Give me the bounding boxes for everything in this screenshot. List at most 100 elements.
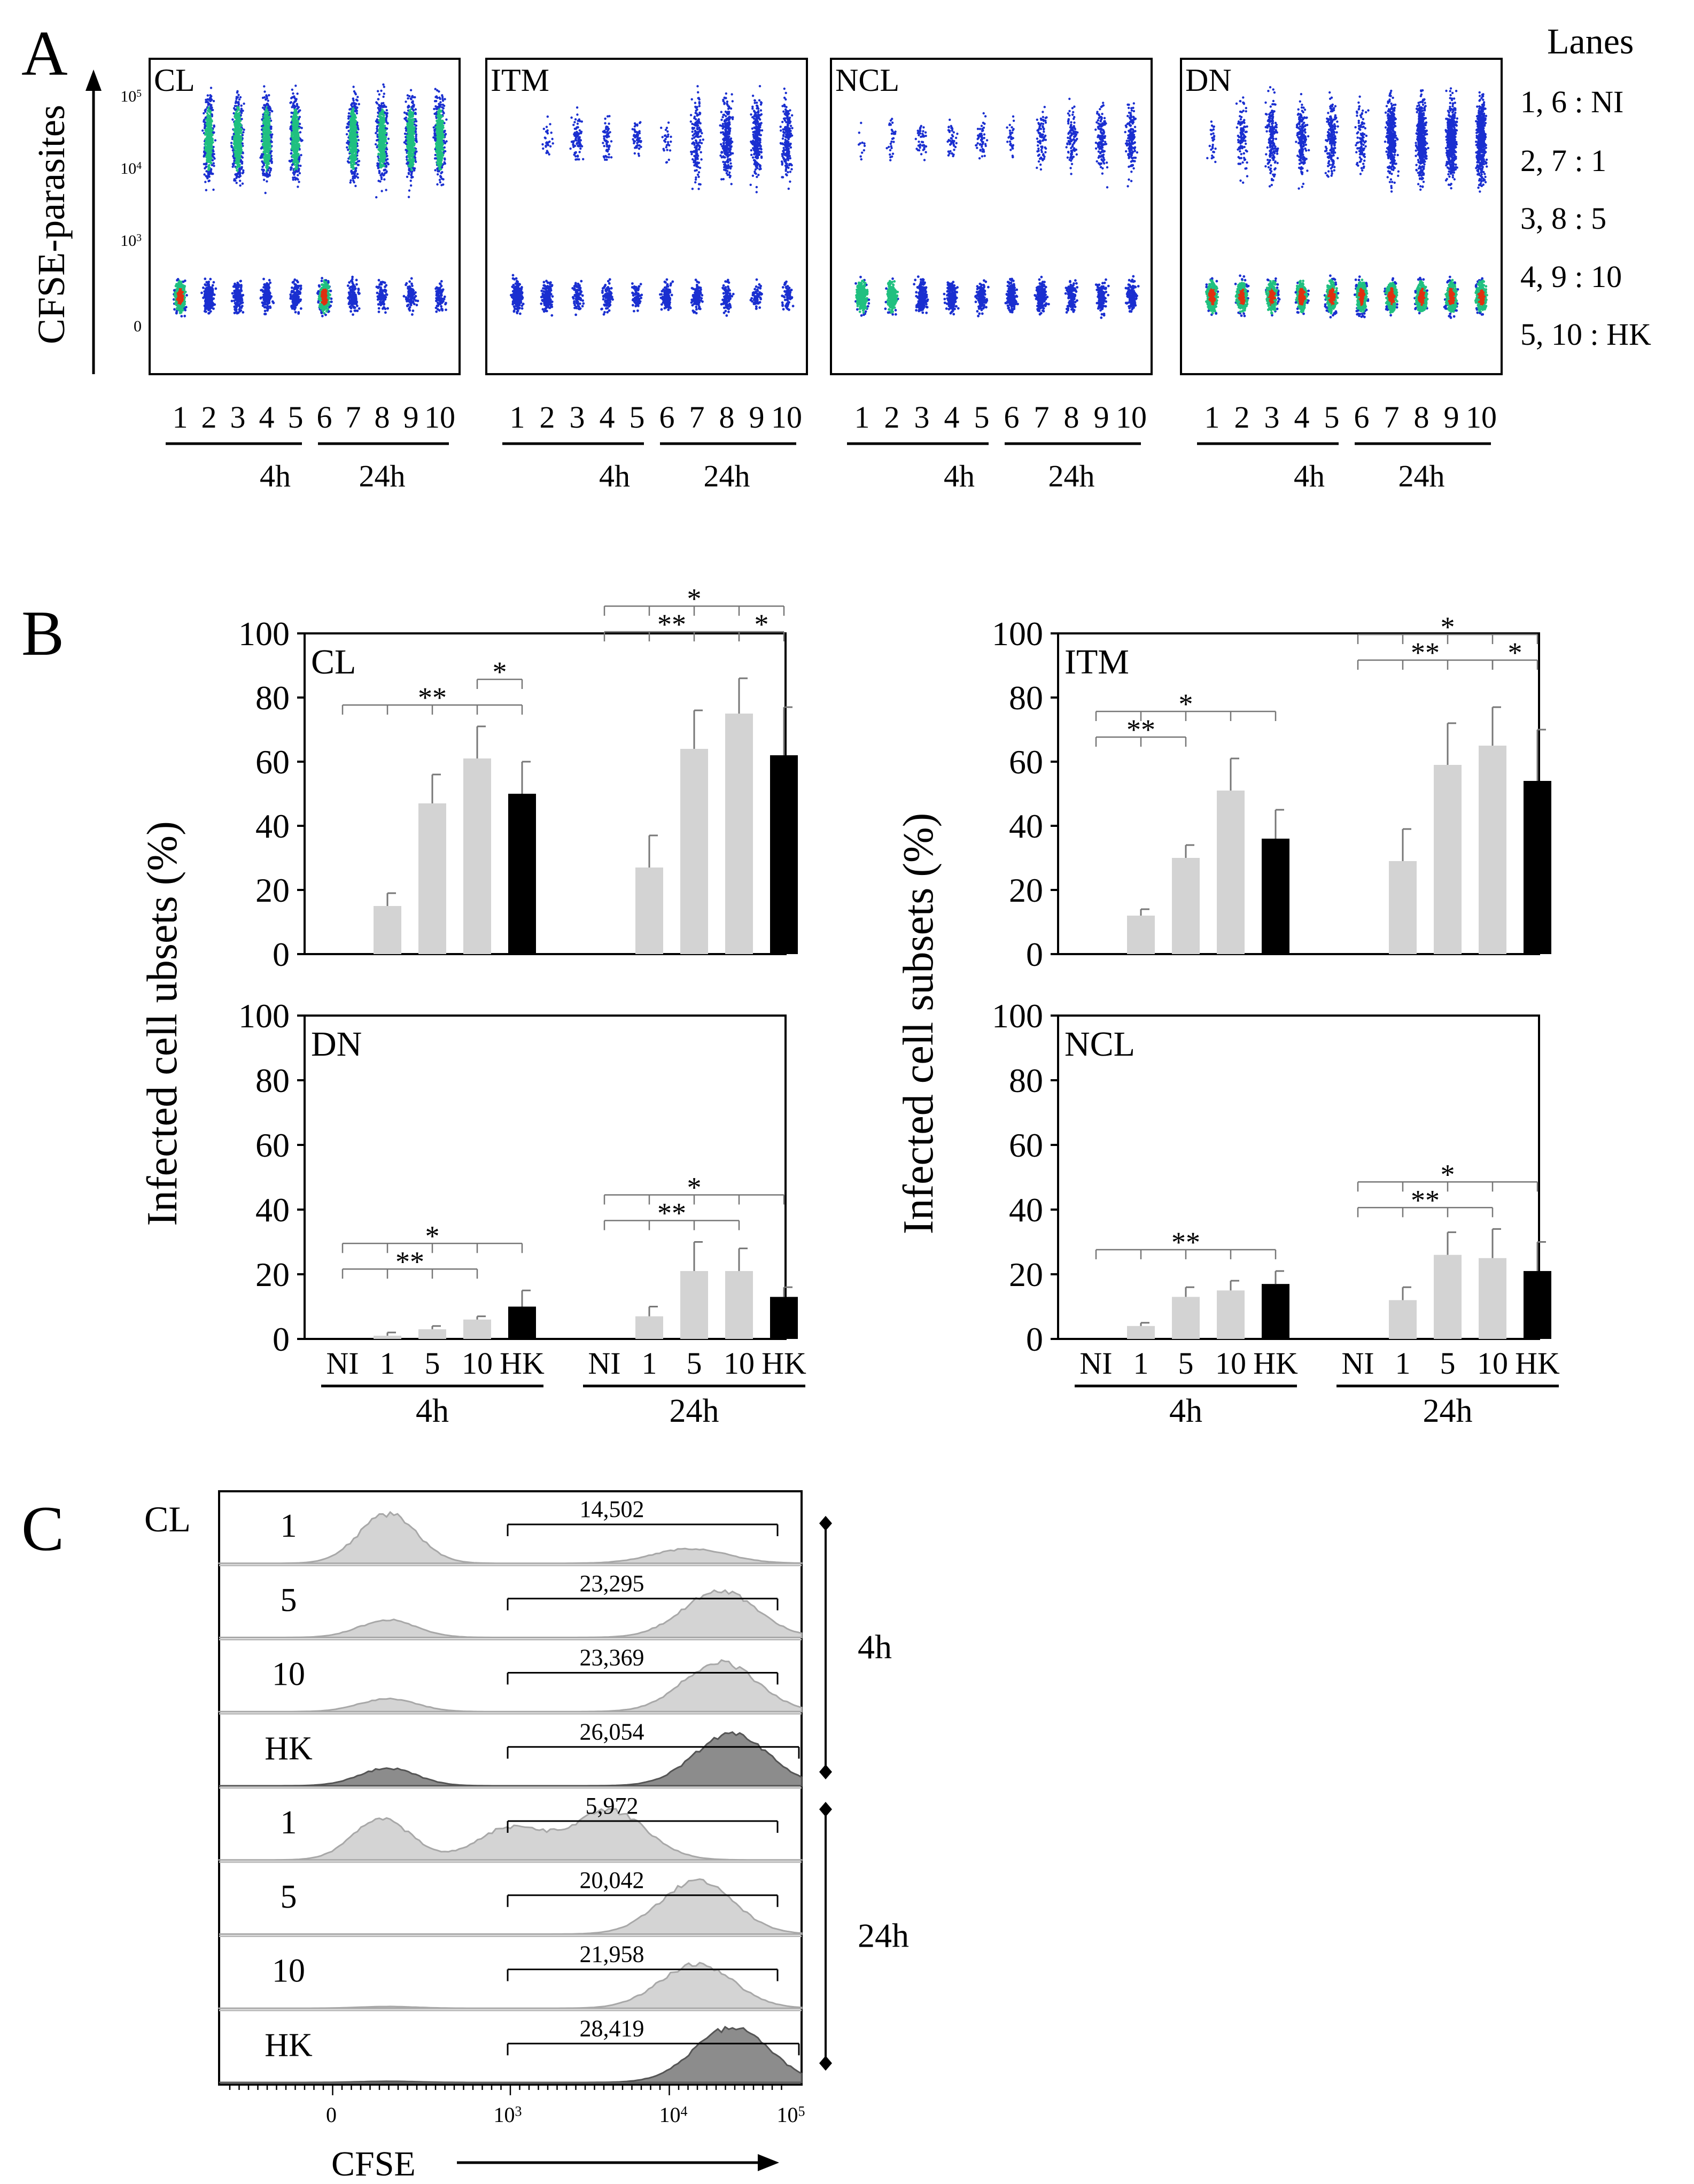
dot bbox=[207, 165, 210, 168]
dot bbox=[321, 286, 324, 290]
dot bbox=[181, 291, 184, 293]
dot bbox=[352, 86, 355, 88]
dot bbox=[296, 124, 299, 127]
dot bbox=[299, 298, 302, 301]
dot bbox=[377, 155, 379, 158]
dot bbox=[296, 170, 299, 173]
dot bbox=[262, 164, 266, 166]
dot bbox=[323, 308, 326, 311]
dot bbox=[298, 172, 301, 175]
dot bbox=[380, 163, 383, 166]
dot bbox=[242, 131, 245, 134]
dot bbox=[238, 300, 242, 303]
dot bbox=[320, 305, 323, 308]
dot bbox=[236, 106, 239, 109]
dot bbox=[293, 283, 296, 286]
dot bbox=[209, 162, 213, 165]
dot bbox=[349, 285, 352, 289]
dot bbox=[297, 158, 300, 161]
dot bbox=[351, 158, 354, 161]
dot bbox=[376, 165, 379, 167]
dot bbox=[261, 160, 263, 163]
dot bbox=[293, 301, 296, 304]
dot bbox=[353, 90, 356, 93]
dot bbox=[262, 170, 265, 173]
dot bbox=[291, 133, 294, 136]
dot bbox=[292, 161, 294, 164]
dot bbox=[270, 159, 273, 161]
dot bbox=[350, 118, 353, 120]
dot bbox=[352, 166, 355, 169]
dot bbox=[210, 95, 213, 98]
dot bbox=[212, 281, 215, 284]
dot bbox=[237, 153, 240, 156]
dot bbox=[234, 129, 236, 132]
dot bbox=[328, 285, 330, 289]
dot bbox=[354, 110, 357, 113]
dot bbox=[356, 304, 359, 307]
panel-a-y-axis: CFSE-parasites bbox=[30, 69, 102, 374]
dot bbox=[293, 104, 296, 107]
dot bbox=[263, 118, 266, 121]
panel-letter-b: B bbox=[21, 598, 64, 669]
dot bbox=[240, 104, 243, 107]
dot bbox=[376, 291, 379, 295]
dot bbox=[385, 105, 387, 109]
dot bbox=[268, 171, 271, 174]
dot bbox=[214, 139, 217, 142]
dot bbox=[267, 104, 270, 107]
dot bbox=[234, 105, 237, 107]
dot bbox=[235, 138, 238, 141]
dot bbox=[230, 299, 234, 303]
dot bbox=[209, 109, 212, 112]
dot bbox=[239, 280, 242, 283]
dot bbox=[353, 102, 356, 105]
dot bbox=[354, 106, 357, 109]
dot bbox=[381, 112, 384, 115]
dot bbox=[239, 284, 243, 286]
dot bbox=[352, 134, 354, 136]
dot bbox=[182, 280, 185, 283]
dot bbox=[236, 297, 239, 300]
dot bbox=[377, 303, 380, 306]
dot bbox=[203, 154, 206, 157]
dot bbox=[205, 98, 207, 101]
dot bbox=[324, 291, 327, 294]
dot bbox=[378, 140, 381, 143]
dot bbox=[377, 90, 379, 92]
y-tick-label: 0 bbox=[134, 317, 142, 335]
dot bbox=[352, 177, 354, 180]
dot bbox=[238, 117, 241, 119]
dot bbox=[380, 295, 383, 298]
dot bbox=[237, 289, 240, 292]
dot bbox=[317, 284, 321, 287]
dot bbox=[290, 101, 292, 104]
dot bbox=[323, 284, 326, 287]
dot bbox=[323, 303, 325, 306]
dot bbox=[264, 148, 267, 151]
dot bbox=[379, 304, 382, 307]
dot bbox=[208, 141, 211, 143]
dot bbox=[268, 294, 271, 297]
dot bbox=[183, 314, 187, 317]
dot bbox=[385, 293, 388, 296]
dot bbox=[210, 142, 213, 144]
dot bbox=[233, 284, 236, 287]
dot bbox=[239, 137, 243, 140]
dot bbox=[351, 105, 354, 108]
dot bbox=[242, 311, 245, 314]
dot bbox=[297, 106, 300, 109]
dot bbox=[292, 178, 294, 181]
dot bbox=[239, 306, 242, 309]
dot bbox=[355, 278, 358, 282]
dot bbox=[263, 128, 266, 130]
dot bbox=[297, 185, 299, 188]
dot bbox=[176, 278, 178, 282]
dot bbox=[207, 144, 209, 147]
dot bbox=[294, 157, 297, 160]
dot bbox=[267, 151, 270, 153]
dot bbox=[175, 311, 178, 314]
dot bbox=[383, 159, 386, 162]
dot bbox=[379, 166, 382, 168]
dot bbox=[381, 142, 384, 144]
